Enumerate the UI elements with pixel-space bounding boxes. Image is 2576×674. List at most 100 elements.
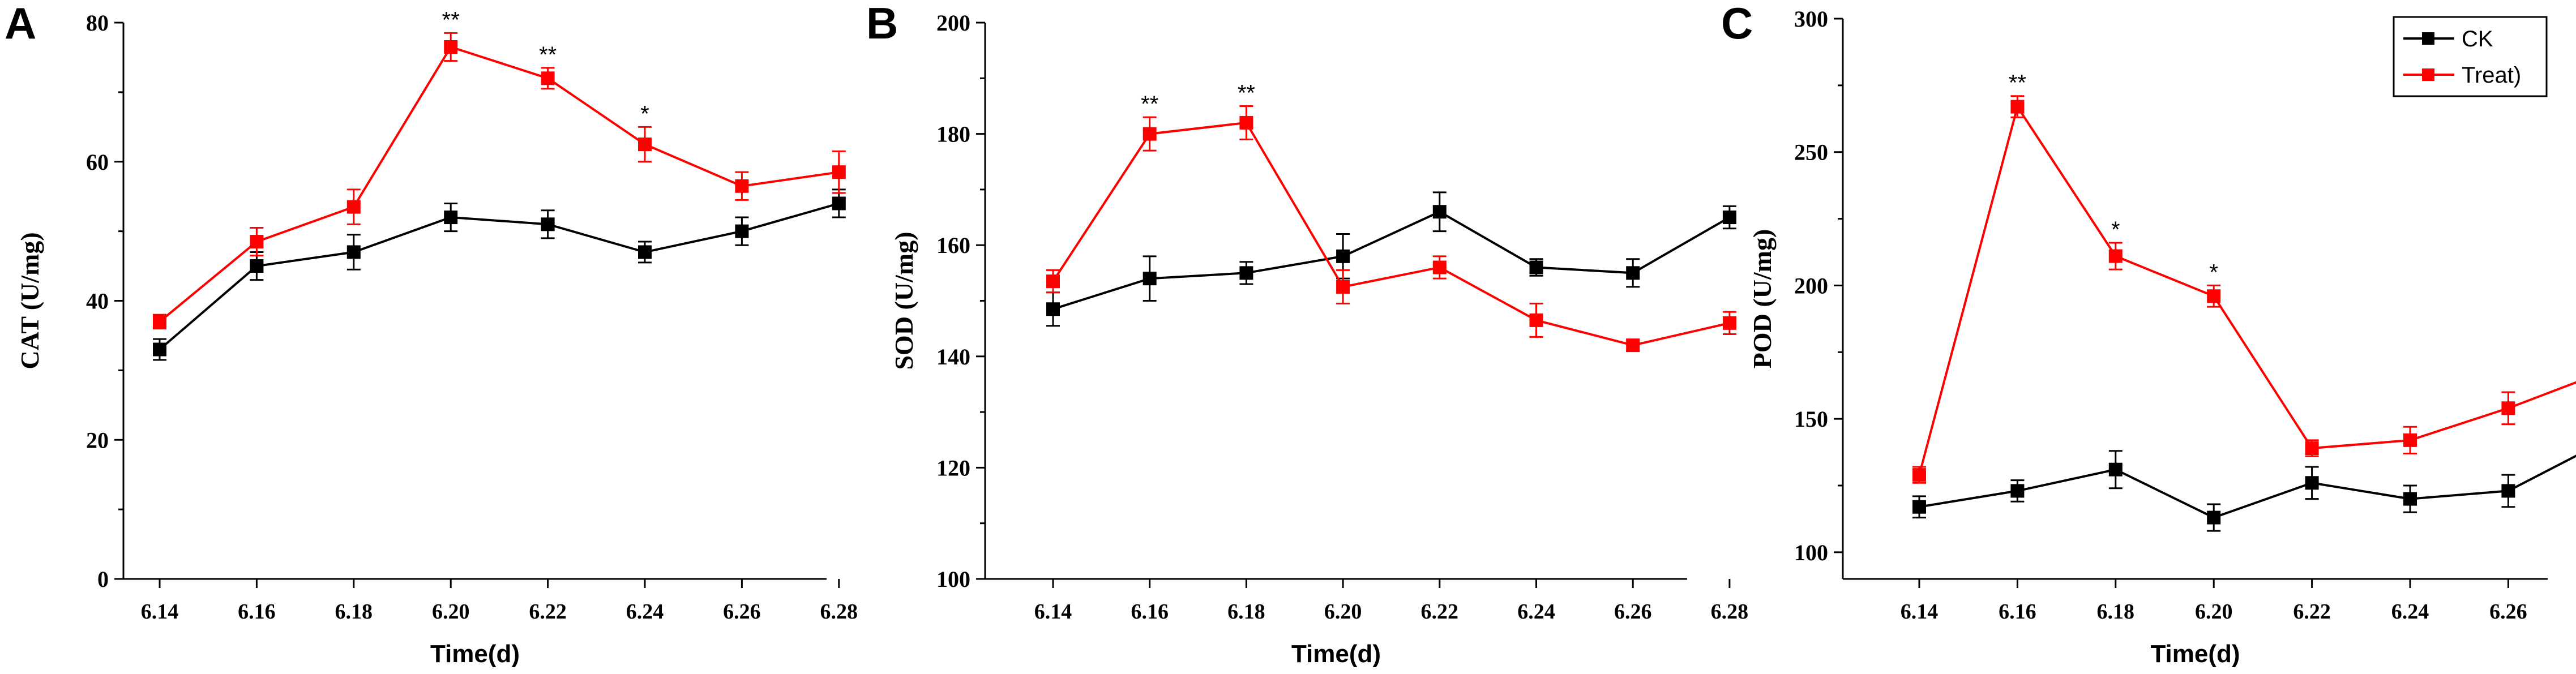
data-point-ck bbox=[1239, 266, 1253, 280]
y-tick-label: 160 bbox=[936, 233, 970, 258]
data-point-treat bbox=[444, 40, 458, 54]
series-line-ck bbox=[1052, 210, 1730, 311]
y-tick-label: 200 bbox=[1794, 273, 1828, 298]
data-point-ck bbox=[2305, 476, 2319, 490]
x-tick-label: 6.24 bbox=[2391, 600, 2429, 624]
data-point-treat bbox=[2305, 441, 2319, 455]
x-tick-label: 6.14 bbox=[141, 600, 179, 624]
panel-letter: B bbox=[866, 0, 898, 48]
data-point-treat bbox=[1626, 338, 1640, 353]
significance-marker: ** bbox=[539, 42, 557, 67]
x-tick-label: 6.14 bbox=[1034, 600, 1072, 624]
y-tick-label: 300 bbox=[1794, 6, 1828, 32]
data-point-treat bbox=[1432, 260, 1447, 274]
y-tick-label: 40 bbox=[86, 289, 109, 314]
data-point-ck bbox=[1722, 211, 1736, 225]
y-tick-label: 140 bbox=[936, 344, 970, 370]
x-tick-label: 6.22 bbox=[2293, 600, 2331, 624]
chart-panel-c: C 100 150 200 250 300 6.14 6.16 6.18 6.20 6.22 6.24… bbox=[1721, 0, 2576, 668]
significance-marker: ** bbox=[1238, 80, 1255, 105]
data-point-ck bbox=[2403, 492, 2417, 506]
x-tick-label: 6.22 bbox=[1421, 600, 1459, 624]
y-tick-label: 250 bbox=[1794, 140, 1828, 165]
data-point-treat bbox=[1336, 280, 1350, 294]
data-point-ck bbox=[346, 245, 361, 259]
data-point-ck bbox=[250, 259, 264, 273]
y-tick-label: 20 bbox=[86, 427, 109, 453]
significance-marker: ** bbox=[442, 7, 460, 32]
x-axis-title: Time(d) bbox=[1291, 640, 1381, 668]
y-tick-label: 0 bbox=[97, 566, 109, 592]
series-line-ck bbox=[1919, 454, 2576, 519]
data-point-ck bbox=[444, 211, 458, 225]
x-tick-label: 6.18 bbox=[335, 600, 373, 624]
data-point-ck bbox=[1432, 205, 1447, 219]
y-tick-label: 200 bbox=[936, 10, 970, 36]
data-point-treat bbox=[1912, 468, 1926, 482]
data-point-ck bbox=[735, 224, 749, 238]
data-point-treat bbox=[346, 200, 361, 214]
data-point-ck bbox=[832, 196, 846, 211]
y-tick-label: 100 bbox=[1794, 540, 1828, 565]
data-point-treat bbox=[638, 138, 652, 152]
data-point-treat bbox=[832, 165, 846, 179]
chart-panel-b: B 100 120 140 160 180 200 6.14 6.16 6.18 6.20 6.22 6… bbox=[866, 0, 1748, 668]
data-point-ck bbox=[1142, 272, 1157, 286]
x-tick-label: 6.20 bbox=[432, 600, 470, 624]
y-tick-label: 180 bbox=[936, 122, 970, 147]
significance-marker: * bbox=[2209, 260, 2218, 285]
y-tick-label: 120 bbox=[936, 455, 970, 480]
x-tick-label: 6.26 bbox=[2489, 600, 2527, 624]
data-point-ck bbox=[1626, 266, 1640, 280]
data-point-treat bbox=[1722, 316, 1736, 330]
x-tick-label: 6.20 bbox=[2195, 600, 2233, 624]
x-tick-label: 6.28 bbox=[820, 600, 858, 624]
x-tick-label: 6.24 bbox=[1517, 600, 1555, 624]
x-tick-label: 6.18 bbox=[2097, 600, 2135, 624]
data-point-treat bbox=[735, 179, 749, 193]
y-tick-label: 80 bbox=[86, 10, 109, 36]
x-tick-label: 6.26 bbox=[723, 600, 761, 624]
significance-marker: ** bbox=[1141, 92, 1158, 117]
data-point-ck bbox=[1046, 302, 1060, 316]
data-point-ck bbox=[1912, 500, 1926, 514]
y-tick-label: 150 bbox=[1794, 406, 1828, 432]
x-tick-label: 6.16 bbox=[1999, 600, 2036, 624]
data-point-treat bbox=[2207, 289, 2221, 303]
x-tick-label: 6.24 bbox=[626, 600, 664, 624]
panel-letter: C bbox=[1721, 0, 1753, 48]
x-tick-label: 6.26 bbox=[1614, 600, 1652, 624]
significance-marker: ** bbox=[2009, 71, 2026, 96]
data-point-ck bbox=[2108, 462, 2123, 476]
x-tick-label: 6.18 bbox=[1227, 600, 1265, 624]
x-tick-label: 6.22 bbox=[529, 600, 567, 624]
x-tick-label: 6.28 bbox=[1711, 600, 1749, 624]
x-tick-label: 6.20 bbox=[1324, 600, 1362, 624]
data-point-ck bbox=[153, 342, 166, 357]
y-tick-label: 60 bbox=[86, 149, 109, 175]
data-point-ck bbox=[1529, 260, 1543, 274]
data-point-ck bbox=[2010, 484, 2025, 498]
series-line-treat bbox=[1052, 121, 1730, 347]
data-point-treat bbox=[1142, 127, 1157, 141]
data-point-treat bbox=[1239, 115, 1253, 130]
y-axis-title: POD (U/mg) bbox=[1748, 229, 1777, 369]
significance-marker: * bbox=[2111, 217, 2120, 242]
data-point-ck bbox=[541, 217, 555, 231]
significance-marker: * bbox=[640, 101, 649, 126]
x-tick-label: 6.16 bbox=[238, 600, 276, 624]
x-axis-title: Time(d) bbox=[430, 640, 520, 668]
legend-label-ck: CK bbox=[2462, 27, 2493, 51]
x-axis-title: Time(d) bbox=[2150, 640, 2240, 668]
x-tick-label: 6.16 bbox=[1131, 600, 1169, 624]
series-line-treat bbox=[1918, 104, 2576, 475]
legend-marker-treat bbox=[2422, 68, 2434, 81]
data-point-treat bbox=[1046, 274, 1060, 289]
legend-label-treat: Treat) bbox=[2462, 63, 2521, 88]
data-point-ck bbox=[2207, 510, 2221, 525]
data-point-treat bbox=[541, 71, 555, 85]
chart-panel-a: A 0 20 40 60 80 6.14 6.16 6.18 6.20 6.22 6.24 6.26 6.… bbox=[5, 0, 858, 668]
data-point-treat bbox=[1529, 313, 1543, 327]
data-point-treat bbox=[2403, 433, 2417, 447]
legend-box bbox=[2393, 16, 2548, 97]
